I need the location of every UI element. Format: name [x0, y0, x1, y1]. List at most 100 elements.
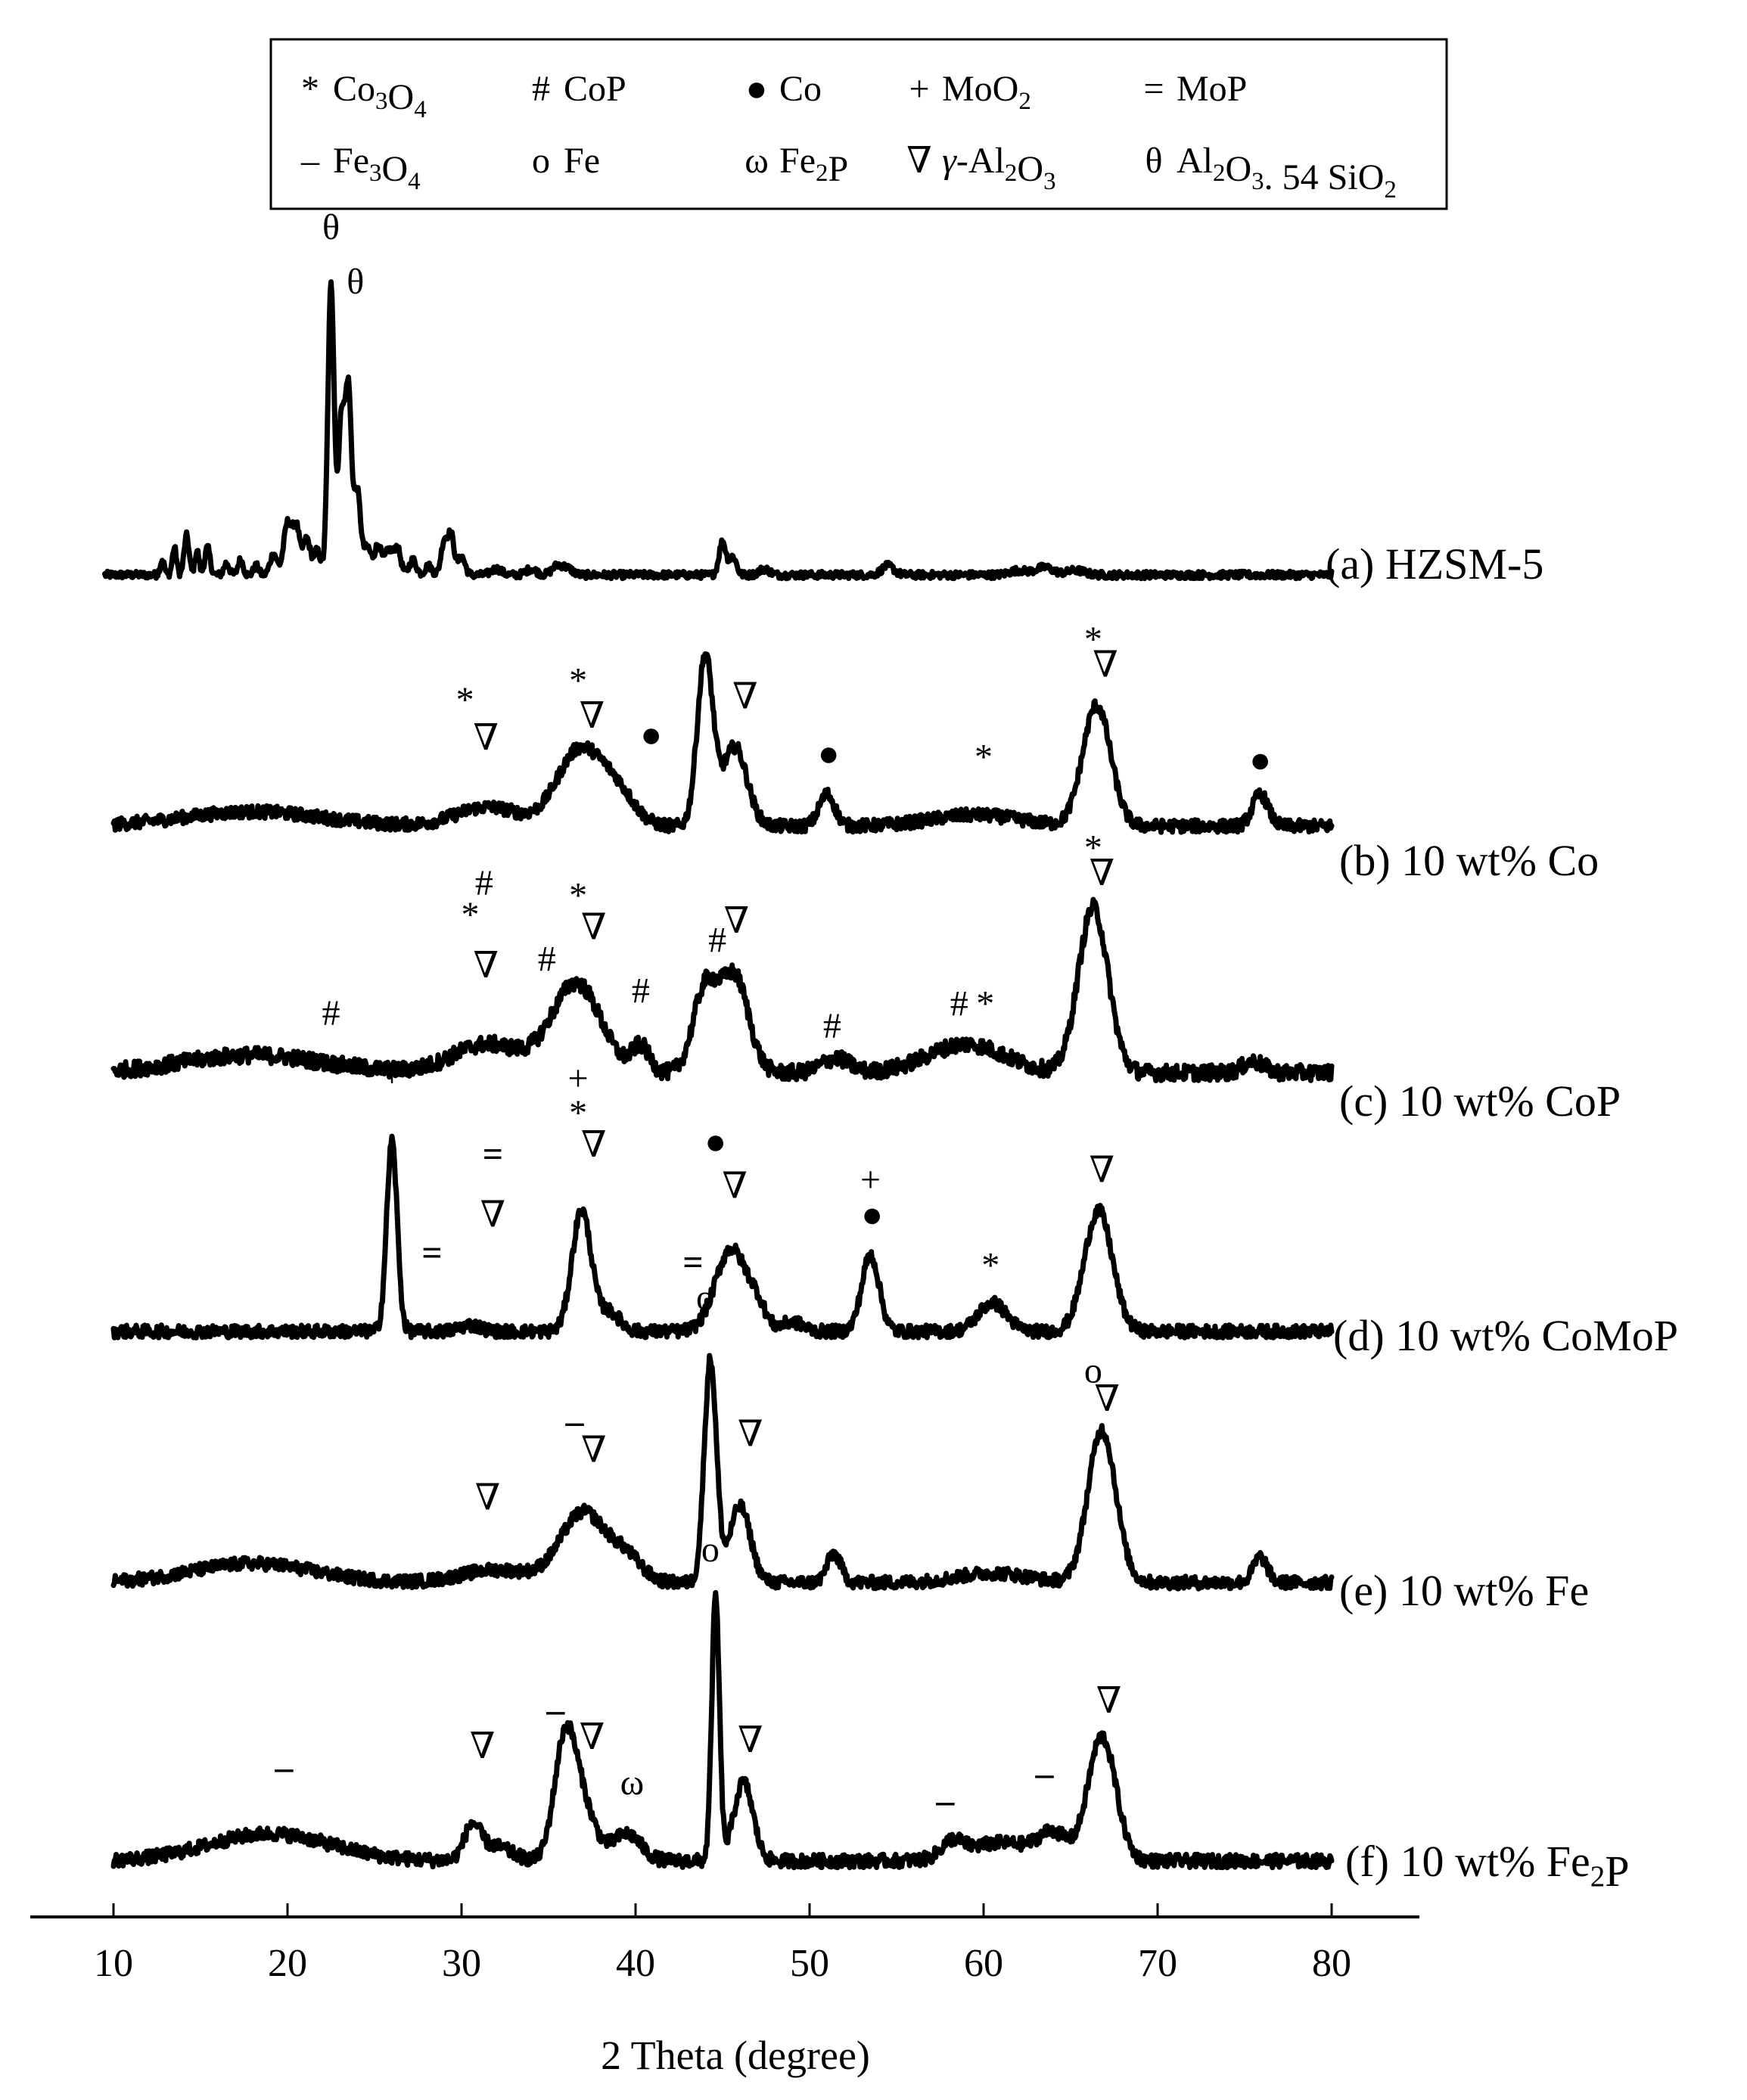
- legend-label: Co3O4: [333, 69, 427, 123]
- legend-label: Fe: [564, 141, 600, 181]
- peak-marker-co: ●: [704, 1122, 726, 1162]
- peak-marker-co3o4: *: [569, 876, 587, 916]
- legend-item-co: ● Co: [746, 69, 822, 109]
- peak-marker-al2o3-sio2: θ: [322, 207, 340, 247]
- xrd-trace-d: [110, 1133, 1335, 1340]
- legend-symbol-mop: =: [1143, 69, 1164, 109]
- peak-marker-gamma-al2o3: ∇: [1093, 645, 1118, 685]
- trace-label-d: (d) 10 wt% CoMoP: [1333, 1311, 1678, 1360]
- peak-marker-gamma-al2o3: ∇: [722, 1166, 748, 1207]
- peak-marker-moo2: +: [860, 1160, 881, 1200]
- peak-marker-co: ●: [861, 1194, 883, 1235]
- peak-marker-fe: o: [1084, 1350, 1102, 1390]
- legend-symbol-gamma-al2o3: ∇: [906, 141, 932, 181]
- peak-marker-mop: =: [483, 1135, 503, 1175]
- peak-marker-co3o4: *: [456, 680, 474, 720]
- legend-label: Fe2P: [779, 141, 848, 189]
- xrd-trace-f: [110, 1589, 1335, 1871]
- peak-marker-co3o4: *: [975, 737, 993, 777]
- peak-marker-gamma-al2o3: ∇: [1090, 853, 1115, 893]
- peak-marker-mop: =: [421, 1233, 442, 1273]
- xrd-trace-b: [110, 651, 1335, 835]
- xrd-trace-a: [102, 279, 1335, 582]
- peak-marker-co3o4: *: [569, 1093, 587, 1133]
- diffraction-patterns: [102, 279, 1335, 1871]
- peak-marker-gamma-al2o3: ∇: [1096, 1681, 1122, 1721]
- peak-marker-fe3o4: –: [546, 1690, 565, 1730]
- legend-box: [269, 38, 1448, 210]
- trace-label-f: (f) 10 wt% Fe2P: [1345, 1837, 1630, 1896]
- peak-marker-gamma-al2o3: ∇: [724, 901, 750, 941]
- legend-symbol-cop: #: [532, 69, 550, 109]
- legend-item-fe2p: ω Fe2P: [744, 141, 848, 189]
- legend-symbol-fe3o4: –: [300, 141, 320, 181]
- peak-marker-cop: #: [322, 993, 340, 1033]
- legend-item-co3o4: * Co3O4: [301, 69, 427, 123]
- legend-item-fe: o Fe: [532, 141, 600, 181]
- legend-label: MoO2: [942, 69, 1031, 115]
- peak-marker-gamma-al2o3: ∇: [473, 946, 499, 986]
- legend-symbol-fe2p: ω: [744, 141, 769, 181]
- peak-marker-cop: #: [823, 1006, 841, 1046]
- x-tick-label: 80: [1312, 1942, 1351, 1985]
- peak-marker-gamma-al2o3: ∇: [732, 677, 758, 717]
- peak-marker-gamma-al2o3: ∇: [581, 1125, 607, 1165]
- peak-marker-co: ●: [1249, 741, 1271, 781]
- peak-marker-cop: #: [632, 971, 650, 1011]
- peak-marker-cop: #: [538, 940, 556, 980]
- legend-symbol-co: ●: [746, 69, 768, 109]
- legend-label: CoP: [564, 69, 626, 109]
- peak-marker-co3o4: *: [569, 661, 587, 701]
- legend-item-fe3o4: – Fe3O4: [300, 141, 421, 195]
- legend-item-gamma-al2o3: ∇ γ-Al2O3: [906, 141, 1055, 195]
- peak-marker-gamma-al2o3: ∇: [738, 1720, 763, 1760]
- legend-label: MoP: [1177, 69, 1247, 109]
- x-tick-label: 50: [790, 1942, 829, 1985]
- x-tick-label: 70: [1138, 1942, 1177, 1985]
- x-tick-label: 60: [964, 1942, 1003, 1985]
- peak-marker-fe3o4: –: [935, 1781, 955, 1821]
- legend-item-mop: = MoP: [1143, 69, 1247, 109]
- sample-labels: (a) HZSM-5 (b) 10 wt% Co (c) 10 wt% CoP (d)…: [1326, 539, 1678, 1896]
- peak-marker-gamma-al2o3: ∇: [480, 1194, 506, 1235]
- x-axis-title: 2 Theta (degree): [601, 2033, 870, 2078]
- peak-marker-co: ●: [818, 734, 840, 774]
- peak-marker-co3o4: *: [1084, 620, 1102, 660]
- peak-marker-mop: =: [682, 1242, 703, 1282]
- legend-symbol-moo2: +: [909, 69, 929, 109]
- x-axis-ticks: 10 20 30 40 50 60 70 80: [94, 1903, 1351, 1985]
- peak-marker-moo2: +: [568, 1058, 589, 1098]
- legend-symbol-co3o4: *: [301, 69, 319, 109]
- legend-item-al2o3-sio2: θ Al2O3. 54 SiO2: [1145, 141, 1397, 203]
- peak-marker-fe3o4: –: [274, 1747, 294, 1788]
- xrd-trace-c: [110, 896, 1335, 1083]
- peak-marker-fe3o4: –: [565, 1402, 585, 1442]
- legend-symbol-al2o3-sio2: θ: [1145, 141, 1163, 181]
- peak-marker-co3o4: *: [976, 983, 994, 1024]
- x-tick-label: 10: [94, 1942, 133, 1985]
- legend-label: Fe3O4: [333, 141, 421, 195]
- peak-marker-fe: o: [696, 1278, 714, 1318]
- xrd-trace-e: [110, 1353, 1335, 1592]
- trace-label-a: (a) HZSM-5: [1326, 539, 1543, 589]
- legend-label: Co: [779, 69, 822, 109]
- legend-item-cop: # CoP: [532, 69, 626, 109]
- peak-marker-fe2p: ω: [620, 1763, 645, 1803]
- peak-marker-gamma-al2o3: ∇: [1090, 1151, 1115, 1191]
- peak-marker-gamma-al2o3: ∇: [1095, 1379, 1121, 1419]
- legend-label: Al2O3. 54 SiO2: [1177, 141, 1397, 203]
- peak-marker-cop: #: [475, 863, 493, 903]
- peak-marker-co3o4: *: [462, 895, 480, 935]
- peak-marker-cop: #: [950, 983, 968, 1024]
- legend-item-moo2: + MoO2: [909, 69, 1030, 115]
- peak-marker-al2o3-sio2: θ: [347, 262, 364, 302]
- x-tick-label: 20: [268, 1942, 307, 1985]
- peak-marker-gamma-al2o3: ∇: [580, 696, 605, 736]
- peak-marker-gamma-al2o3: ∇: [738, 1414, 763, 1454]
- peak-marker-co3o4: *: [981, 1246, 999, 1286]
- legend: * Co3O4 # CoP ● Co + MoO2 = MoP – Fe3O4 o Fe ω Fe2P ∇ γ-A…: [300, 69, 1397, 203]
- trace-label-c: (c) 10 wt% CoP: [1339, 1076, 1621, 1126]
- legend-symbol-fe: o: [532, 141, 550, 181]
- legend-label: γ-Al2O3: [942, 141, 1056, 195]
